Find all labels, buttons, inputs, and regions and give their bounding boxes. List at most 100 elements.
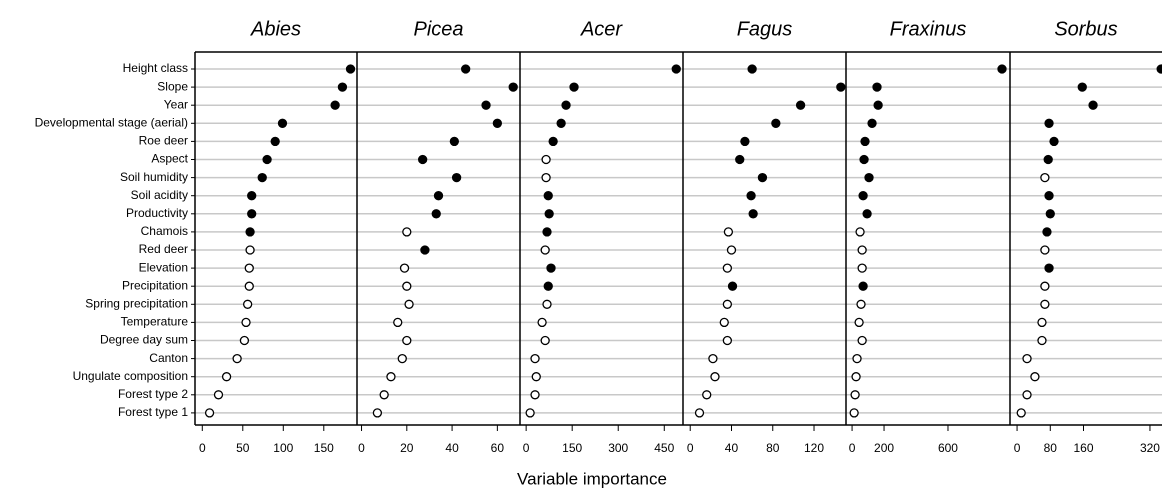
dot bbox=[451, 172, 462, 183]
dot bbox=[530, 353, 540, 364]
dot bbox=[719, 317, 729, 328]
x-tick-label: 50 bbox=[236, 441, 250, 455]
dot bbox=[864, 172, 874, 183]
dot bbox=[748, 209, 758, 219]
dot bbox=[379, 390, 389, 400]
dot bbox=[1037, 317, 1047, 328]
x-tick-label: 40 bbox=[445, 441, 459, 455]
dot bbox=[740, 136, 750, 147]
dot bbox=[671, 64, 681, 74]
dot bbox=[397, 353, 407, 364]
dot bbox=[1042, 227, 1052, 237]
dot bbox=[858, 281, 868, 291]
dot bbox=[330, 100, 340, 110]
dot bbox=[556, 118, 566, 128]
x-tick-label: 300 bbox=[608, 441, 628, 455]
panel-title: Acer bbox=[580, 18, 623, 40]
dot bbox=[345, 64, 356, 74]
row-label: Height class bbox=[123, 61, 188, 75]
dot bbox=[1044, 263, 1054, 273]
dot bbox=[1022, 353, 1032, 364]
row-label: Red deer bbox=[139, 242, 188, 256]
dot bbox=[386, 372, 396, 382]
dot bbox=[1044, 118, 1054, 128]
dot bbox=[247, 209, 257, 219]
dot bbox=[851, 372, 861, 382]
dot bbox=[872, 82, 882, 92]
x-tick-label: 100 bbox=[273, 441, 293, 455]
panel-title: Fraxinus bbox=[890, 18, 967, 40]
dot bbox=[461, 64, 471, 74]
dot bbox=[525, 408, 535, 418]
dot bbox=[859, 154, 869, 165]
dot bbox=[726, 245, 737, 255]
row-label: Canton bbox=[149, 351, 188, 365]
x-axis-label: Variable importance bbox=[517, 469, 667, 488]
row-label: Soil humidity bbox=[120, 170, 188, 184]
x-tick-label: 450 bbox=[654, 441, 674, 455]
dot bbox=[204, 408, 215, 418]
dot bbox=[431, 209, 441, 219]
dot bbox=[856, 299, 866, 309]
dot bbox=[244, 281, 254, 291]
dot bbox=[540, 335, 550, 346]
x-tick-label: 320 bbox=[1140, 441, 1160, 455]
x-tick-label: 150 bbox=[314, 441, 334, 455]
dot bbox=[242, 299, 253, 309]
dot bbox=[546, 263, 556, 273]
dot bbox=[1040, 281, 1050, 291]
row-label: Degree day sum bbox=[100, 333, 188, 347]
x-tick-label: 200 bbox=[874, 441, 894, 455]
dot bbox=[857, 263, 867, 273]
dot bbox=[541, 154, 551, 165]
x-tick-label: 0 bbox=[523, 441, 530, 455]
x-tick-label: 600 bbox=[938, 441, 958, 455]
dot bbox=[247, 191, 257, 201]
dot bbox=[420, 245, 430, 255]
x-tick-label: 0 bbox=[199, 441, 206, 455]
dot bbox=[402, 227, 412, 237]
dot bbox=[836, 82, 846, 92]
dot bbox=[857, 335, 867, 346]
dot bbox=[1049, 136, 1059, 147]
dot bbox=[747, 64, 757, 74]
row-label: Precipitation bbox=[122, 278, 188, 292]
dot bbox=[541, 172, 551, 183]
dot bbox=[262, 154, 272, 165]
dot bbox=[1040, 172, 1050, 183]
panel-title: Abies bbox=[250, 18, 301, 40]
dot bbox=[862, 209, 872, 219]
dot bbox=[722, 335, 733, 346]
x-tick-label: 0 bbox=[1014, 441, 1021, 455]
panel-title: Fagus bbox=[737, 18, 793, 40]
x-tick-label: 160 bbox=[1073, 441, 1093, 455]
dot bbox=[530, 390, 540, 400]
row-label: Forest type 1 bbox=[118, 405, 188, 419]
row-label: Aspect bbox=[151, 152, 188, 166]
dot bbox=[710, 372, 720, 382]
dot bbox=[404, 299, 414, 309]
x-tick-label: 80 bbox=[766, 441, 780, 455]
dot bbox=[708, 353, 718, 364]
dot bbox=[257, 172, 267, 183]
dot bbox=[418, 154, 428, 165]
row-label: Ungulate composition bbox=[73, 369, 188, 383]
dot bbox=[757, 172, 768, 183]
dot bbox=[337, 82, 348, 92]
dot bbox=[727, 281, 738, 291]
x-tick-label: 80 bbox=[1044, 441, 1058, 455]
dot bbox=[854, 317, 864, 328]
dot bbox=[1030, 372, 1040, 382]
dot bbox=[543, 191, 553, 201]
row-label: Spring precipitation bbox=[85, 296, 188, 310]
dot bbox=[702, 390, 712, 400]
row-label: Chamois bbox=[141, 224, 188, 238]
dot bbox=[722, 299, 733, 309]
dot bbox=[850, 390, 860, 400]
dot bbox=[723, 227, 734, 237]
dot bbox=[393, 317, 403, 328]
row-label: Productivity bbox=[126, 206, 188, 220]
x-tick-label: 0 bbox=[849, 441, 856, 455]
